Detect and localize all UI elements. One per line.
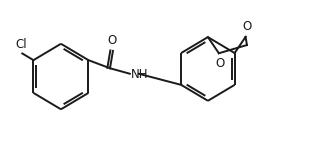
Text: O: O	[242, 20, 252, 33]
Text: NH: NH	[131, 69, 148, 81]
Text: O: O	[216, 57, 225, 71]
Text: Cl: Cl	[15, 38, 27, 51]
Text: O: O	[107, 34, 116, 47]
